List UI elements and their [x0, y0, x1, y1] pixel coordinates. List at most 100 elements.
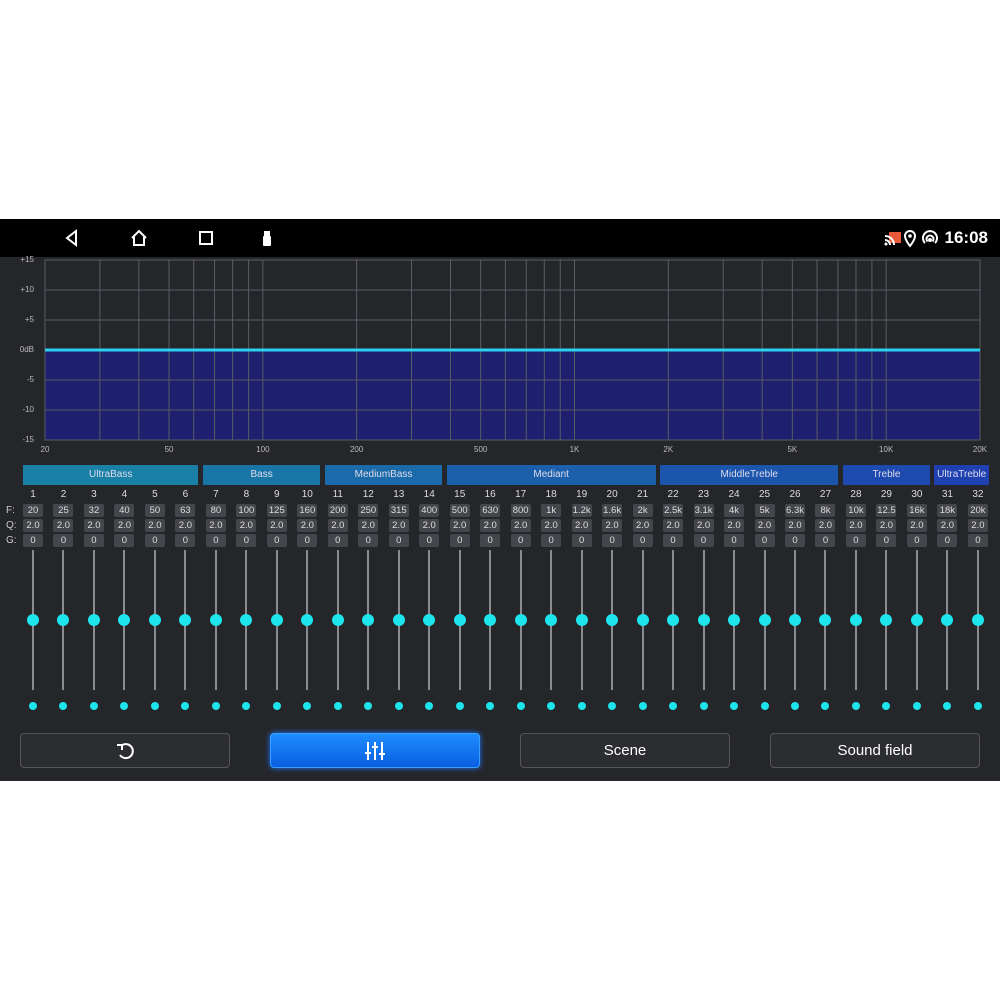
q-field[interactable]: 2.0: [602, 519, 623, 532]
frequency-field[interactable]: 6.3k: [785, 504, 805, 517]
frequency-field[interactable]: 100: [236, 504, 257, 517]
slider-knob[interactable]: [301, 614, 314, 626]
gain-field[interactable]: 0: [266, 534, 287, 547]
slider-knob[interactable]: [148, 614, 161, 626]
q-field[interactable]: 2.0: [358, 519, 379, 532]
q-field[interactable]: 2.0: [266, 519, 287, 532]
gain-field[interactable]: 0: [906, 534, 927, 547]
q-field[interactable]: 2.0: [175, 519, 196, 532]
slider-knob[interactable]: [697, 614, 710, 626]
gain-field[interactable]: 0: [724, 534, 745, 547]
gain-field[interactable]: 0: [602, 534, 623, 547]
slider-knob[interactable]: [57, 614, 70, 626]
gain-field[interactable]: 0: [327, 534, 348, 547]
slider-knob[interactable]: [87, 614, 100, 626]
q-field[interactable]: 2.0: [388, 519, 409, 532]
q-field[interactable]: 2.0: [693, 519, 714, 532]
frequency-field[interactable]: 20k: [967, 504, 988, 517]
scene-button[interactable]: Scene: [520, 733, 730, 768]
q-field[interactable]: 2.0: [571, 519, 592, 532]
gain-field[interactable]: 0: [114, 534, 135, 547]
gain-field[interactable]: 0: [571, 534, 592, 547]
frequency-field[interactable]: 1.2k: [571, 504, 592, 517]
frequency-field[interactable]: 25: [53, 504, 74, 517]
q-field[interactable]: 2.0: [144, 519, 165, 532]
frequency-field[interactable]: 5k: [754, 504, 775, 517]
gain-field[interactable]: 0: [358, 534, 379, 547]
q-field[interactable]: 2.0: [785, 519, 805, 532]
frequency-field[interactable]: 80: [205, 504, 226, 517]
q-field[interactable]: 2.0: [449, 519, 470, 532]
gain-field[interactable]: 0: [967, 534, 988, 547]
slider-knob[interactable]: [728, 614, 741, 626]
gain-field[interactable]: 0: [663, 534, 684, 547]
slider-knob[interactable]: [971, 614, 984, 626]
gain-field[interactable]: 0: [876, 534, 897, 547]
gain-field[interactable]: 0: [937, 534, 958, 547]
q-field[interactable]: 2.0: [815, 519, 836, 532]
gain-field[interactable]: 0: [693, 534, 714, 547]
q-field[interactable]: 2.0: [724, 519, 745, 532]
slider-knob[interactable]: [880, 614, 893, 626]
frequency-field[interactable]: 50: [144, 504, 165, 517]
frequency-field[interactable]: 2k: [632, 504, 653, 517]
gain-field[interactable]: 0: [297, 534, 318, 547]
slider-knob[interactable]: [209, 614, 222, 626]
frequency-field[interactable]: 10k: [845, 504, 866, 517]
slider-knob[interactable]: [789, 614, 801, 626]
frequency-field[interactable]: 160: [297, 504, 318, 517]
slider-knob[interactable]: [636, 614, 649, 626]
gain-field[interactable]: 0: [632, 534, 653, 547]
gain-field[interactable]: 0: [754, 534, 775, 547]
gain-field[interactable]: 0: [144, 534, 165, 547]
frequency-field[interactable]: 200: [327, 504, 348, 517]
frequency-field[interactable]: 16k: [906, 504, 927, 517]
gain-field[interactable]: 0: [175, 534, 196, 547]
gain-field[interactable]: 0: [449, 534, 470, 547]
slider-knob[interactable]: [270, 614, 283, 626]
sound-field-button[interactable]: Sound field: [770, 733, 980, 768]
frequency-field[interactable]: 12.5: [876, 504, 897, 517]
slider-knob[interactable]: [331, 614, 344, 626]
slider-knob[interactable]: [758, 614, 771, 626]
gain-field[interactable]: 0: [815, 534, 836, 547]
slider-knob[interactable]: [819, 614, 832, 626]
q-field[interactable]: 2.0: [967, 519, 988, 532]
q-field[interactable]: 2.0: [236, 519, 257, 532]
frequency-field[interactable]: 32: [83, 504, 104, 517]
slider-knob[interactable]: [667, 614, 680, 626]
gain-field[interactable]: 0: [480, 534, 501, 547]
q-field[interactable]: 2.0: [541, 519, 562, 532]
q-field[interactable]: 2.0: [205, 519, 226, 532]
q-field[interactable]: 2.0: [906, 519, 927, 532]
slider-knob[interactable]: [545, 614, 558, 626]
frequency-field[interactable]: 3.1k: [693, 504, 714, 517]
slider-knob[interactable]: [240, 614, 253, 626]
frequency-field[interactable]: 630: [480, 504, 501, 517]
q-field[interactable]: 2.0: [845, 519, 866, 532]
gain-field[interactable]: 0: [83, 534, 104, 547]
gain-field[interactable]: 0: [510, 534, 531, 547]
q-field[interactable]: 2.0: [114, 519, 135, 532]
slider-knob[interactable]: [941, 614, 954, 626]
gain-field[interactable]: 0: [845, 534, 866, 547]
frequency-field[interactable]: 400: [419, 504, 440, 517]
back-icon[interactable]: [62, 228, 82, 248]
slider-knob[interactable]: [575, 614, 588, 626]
home-icon[interactable]: [129, 228, 149, 248]
slider-knob[interactable]: [27, 614, 39, 626]
q-field[interactable]: 2.0: [754, 519, 775, 532]
slider-knob[interactable]: [484, 614, 497, 626]
slider-knob[interactable]: [392, 614, 405, 626]
q-field[interactable]: 2.0: [480, 519, 501, 532]
slider-knob[interactable]: [179, 614, 192, 626]
slider-knob[interactable]: [118, 614, 131, 626]
slider-knob[interactable]: [362, 614, 375, 626]
slider-knob[interactable]: [514, 614, 527, 626]
reset-button[interactable]: [20, 733, 230, 768]
slider-knob[interactable]: [606, 614, 619, 626]
frequency-field[interactable]: 125: [266, 504, 287, 517]
gain-field[interactable]: 0: [541, 534, 562, 547]
frequency-field[interactable]: 18k: [937, 504, 958, 517]
gain-field[interactable]: 0: [205, 534, 226, 547]
